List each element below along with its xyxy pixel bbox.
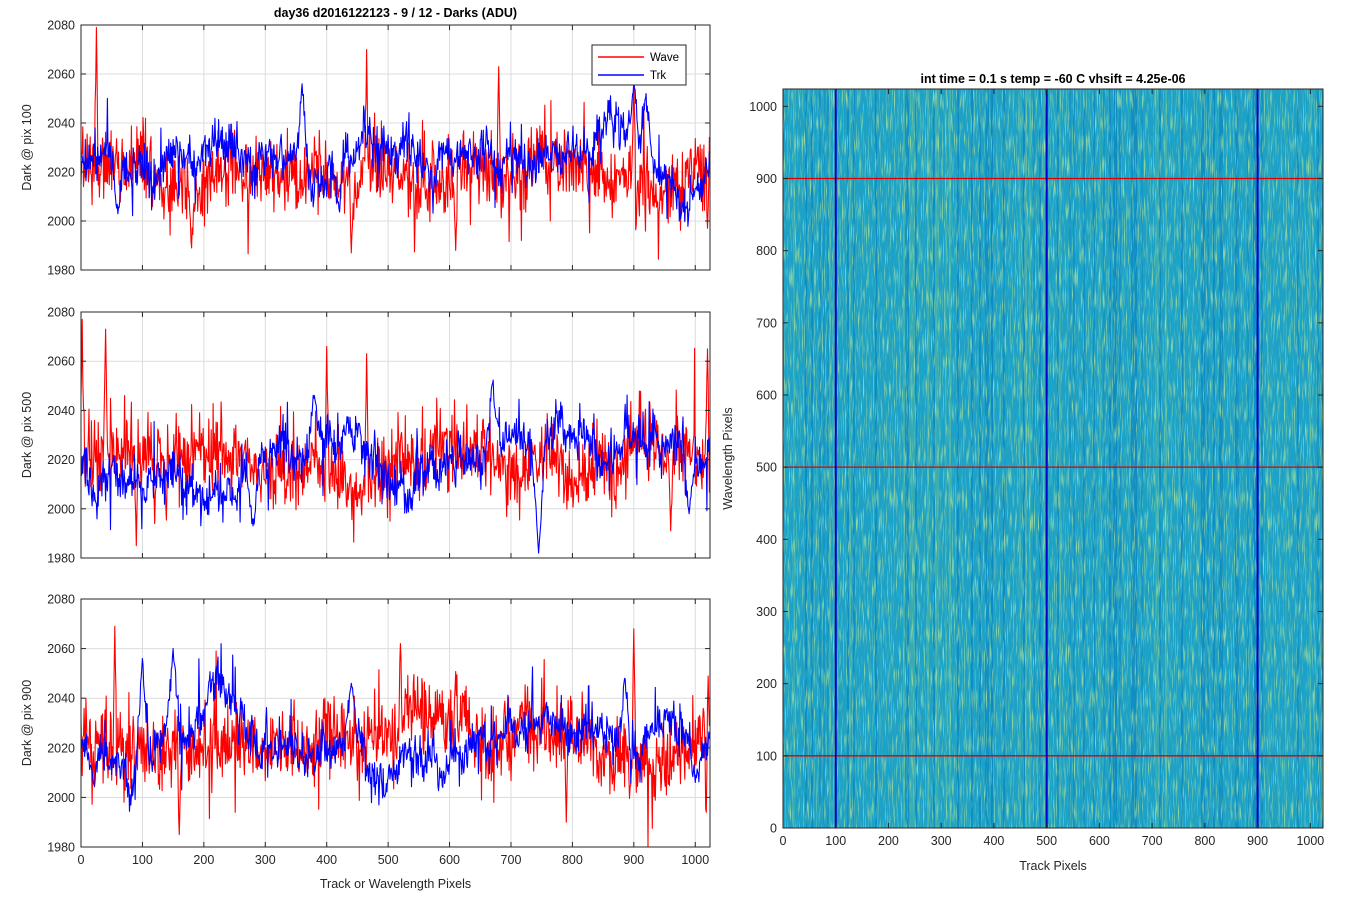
x-tick-label: 900 (1247, 834, 1268, 848)
y-tick-label: 2020 (47, 166, 75, 180)
heatmap-overlay-lines (783, 89, 1323, 828)
legend-label-trk: Trk (650, 70, 666, 82)
series-lines (81, 318, 710, 554)
y-tick-label: 2020 (47, 741, 75, 755)
y-tick-label: 2040 (47, 692, 75, 706)
x-tick-label: 900 (623, 853, 644, 867)
axes-box (80, 24, 711, 271)
x-ticks: 0 100 200 300 400 500 600 700 800 900 1000 (780, 89, 1324, 848)
series-line-trk (81, 643, 710, 812)
x-ticks: 0 100 200 300 400 500 600 700 800 900 1000 (78, 599, 709, 867)
x-tick-label: 200 (878, 834, 899, 848)
x-tick-label: 100 (132, 853, 153, 867)
series-lines (81, 26, 710, 260)
y-axis-label: Dark @ pix 900 (20, 680, 34, 766)
legend-box (591, 44, 687, 86)
line-panel-pix-900: 1980 2000 2020 2040 2060 2080 0 100 200 300 400 50… (20, 593, 711, 891)
x-tick-label: 0 (780, 834, 787, 848)
x-tick-label: 800 (1194, 834, 1215, 848)
y-tick-label: 1000 (749, 100, 777, 114)
x-tick-label: 600 (1089, 834, 1110, 848)
y-axis-label: Dark @ pix 100 (20, 104, 34, 190)
y-tick-label: 2000 (47, 215, 75, 229)
x-tick-label: 200 (193, 853, 214, 867)
y-tick-label: 700 (756, 316, 777, 330)
y-ticks: 1980 2000 2020 2040 2060 2080 (47, 593, 710, 855)
x-axis-label: Track or Wavelength Pixels (320, 877, 471, 891)
x-tick-label: 1000 (681, 853, 709, 867)
heatmap-panel: int time = 0.1 s temp = -60 C vhsift = 4… (721, 72, 1324, 873)
y-tick-label: 1980 (47, 841, 75, 855)
y-tick-label: 600 (756, 388, 777, 402)
x-tick-label: 500 (1036, 834, 1057, 848)
y-tick-label: 500 (756, 461, 777, 475)
y-tick-label: 2060 (47, 642, 75, 656)
axes-box (80, 598, 711, 848)
x-tick-label: 100 (825, 834, 846, 848)
x-tick-label: 700 (1142, 834, 1163, 848)
heatmap-y-axis-label: Wavelength Pixels (721, 407, 735, 509)
x-tick-label: 0 (78, 853, 85, 867)
y-tick-label: 2020 (47, 453, 75, 467)
x-tick-label: 700 (501, 853, 522, 867)
y-tick-label: 800 (756, 244, 777, 258)
heatmap-title: int time = 0.1 s temp = -60 C vhsift = 4… (920, 72, 1185, 86)
y-ticks: 1980 2000 2020 2040 2060 2080 (47, 19, 710, 278)
y-axis-label: Dark @ pix 500 (20, 392, 34, 478)
y-ticks: 0 100 200 300 400 500 600 700 800 900 1000 (749, 100, 1323, 836)
x-tick-label: 400 (316, 853, 337, 867)
axes-box (80, 311, 711, 559)
figure-title: day36 d2016122123 - 9 / 12 - Darks (ADU) (274, 6, 517, 20)
line-panel-pix-500: 1980 2000 2020 2040 2060 2080 Dark @ pix 500 (20, 306, 711, 566)
series-line-trk (81, 379, 710, 554)
y-tick-label: 1980 (47, 264, 75, 278)
x-tick-label: 800 (562, 853, 583, 867)
x-tick-label: 300 (931, 834, 952, 848)
y-tick-label: 200 (756, 677, 777, 691)
y-ticks: 1980 2000 2020 2040 2060 2080 (47, 306, 710, 566)
x-tick-label: 1000 (1296, 834, 1324, 848)
y-tick-label: 2000 (47, 791, 75, 805)
series-line-wave (81, 625, 710, 847)
legend: Wave Trk (591, 44, 687, 86)
y-tick-label: 2040 (47, 404, 75, 418)
y-tick-label: 2080 (47, 19, 75, 33)
y-tick-label: 0 (770, 822, 777, 836)
x-ticks (80, 312, 696, 558)
heatmap-axes-box (782, 88, 1324, 829)
y-tick-label: 2000 (47, 502, 75, 516)
y-tick-label: 2080 (47, 593, 75, 607)
heatmap-x-axis-label: Track Pixels (1019, 859, 1087, 873)
y-tick-label: 900 (756, 172, 777, 186)
y-tick-label: 100 (756, 749, 777, 763)
x-tick-label: 400 (984, 834, 1005, 848)
x-ticks (80, 25, 696, 270)
legend-label-wave: Wave (650, 52, 679, 64)
x-tick-label: 600 (439, 853, 460, 867)
heatmap-speckle (783, 89, 1323, 828)
x-tick-label: 500 (378, 853, 399, 867)
y-tick-label: 2080 (47, 306, 75, 320)
x-tick-label: 300 (255, 853, 276, 867)
y-tick-label: 2060 (47, 355, 75, 369)
y-tick-label: 300 (756, 605, 777, 619)
y-tick-label: 2060 (47, 68, 75, 82)
y-tick-label: 2040 (47, 117, 75, 131)
series-lines (81, 625, 710, 847)
y-tick-label: 400 (756, 533, 777, 547)
y-tick-label: 1980 (47, 552, 75, 566)
series-line-trk (81, 80, 710, 227)
